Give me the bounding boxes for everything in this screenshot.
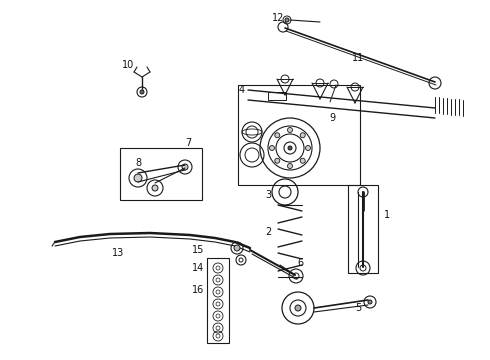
Text: 14: 14 [192,263,204,273]
Circle shape [368,300,372,304]
Circle shape [285,18,289,22]
Text: 4: 4 [239,85,245,95]
Circle shape [134,174,142,182]
Circle shape [234,245,240,251]
Circle shape [288,146,292,150]
Text: 2: 2 [265,227,271,237]
Circle shape [182,164,188,170]
Text: 13: 13 [112,248,124,258]
Circle shape [288,163,293,168]
Circle shape [305,145,311,150]
Circle shape [270,145,274,150]
Text: 16: 16 [192,285,204,295]
Text: 5: 5 [355,303,361,313]
Text: 15: 15 [192,245,204,255]
Circle shape [275,133,280,138]
Circle shape [300,158,305,163]
Bar [207,258,229,343]
Text: 11: 11 [352,53,364,63]
Text: 12: 12 [272,13,284,23]
Bar [238,85,360,185]
Text: 9: 9 [329,113,335,123]
Circle shape [295,305,301,311]
Text: 10: 10 [122,60,134,70]
Text: 3: 3 [265,190,271,200]
Text: 1: 1 [384,210,390,220]
Text: 8: 8 [135,158,141,168]
Circle shape [275,158,280,163]
Text: 7: 7 [185,138,191,148]
Circle shape [300,133,305,138]
Bar [268,92,286,100]
Circle shape [140,90,144,94]
Bar [120,148,202,200]
Circle shape [288,127,293,132]
Text: 6: 6 [297,258,303,268]
Bar [348,185,378,273]
Circle shape [152,185,158,191]
